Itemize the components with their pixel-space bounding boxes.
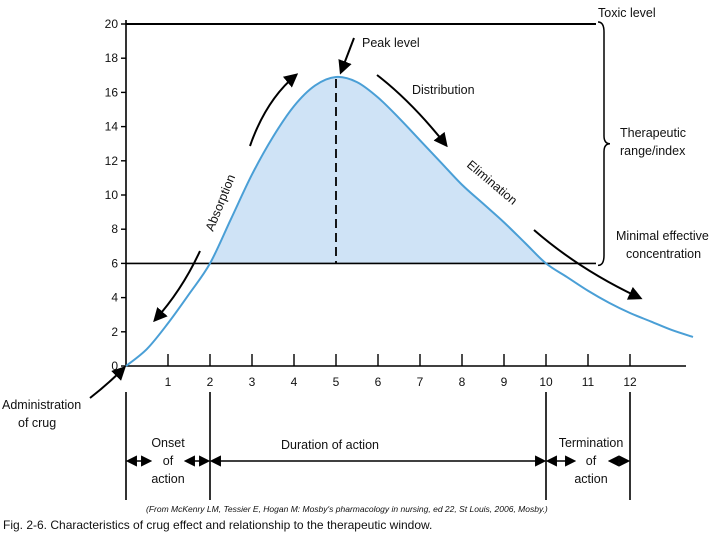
y-tick-label-10: 10 bbox=[105, 188, 119, 202]
onset-label-line2: of bbox=[163, 454, 174, 468]
y-tick-label-2: 2 bbox=[111, 325, 118, 339]
duration-label: Duration of action bbox=[281, 438, 379, 452]
y-tick-label-14: 14 bbox=[105, 120, 119, 134]
absorption-up-arrow bbox=[249, 73, 299, 147]
y-tick-label-12: 12 bbox=[105, 154, 119, 168]
therapeutic-range-label-line1: Therapeutic bbox=[620, 126, 686, 140]
figure-source: (From McKenry LM, Tessier E, Hogan M: Mo… bbox=[146, 504, 548, 514]
peak-level-label: Peak level bbox=[362, 36, 420, 50]
onset-label-line1: Onset bbox=[151, 436, 185, 450]
y-tick-label-8: 8 bbox=[111, 222, 118, 236]
distribution-arrow bbox=[376, 74, 448, 148]
therapeutic-range-label-line2: range/index bbox=[620, 144, 686, 158]
peak-level-arrow bbox=[338, 37, 355, 75]
x-tick-label-9: 9 bbox=[501, 375, 508, 389]
administration-label-line2: of crug bbox=[18, 416, 56, 430]
y-tick-label-18: 18 bbox=[105, 51, 119, 65]
y-tick-label-6: 6 bbox=[111, 256, 118, 270]
minimal-effective-label-line1: Minimal effective bbox=[616, 229, 709, 243]
elimination-arrow bbox=[533, 229, 643, 300]
minimal-effective-label-line2: concentration bbox=[626, 247, 701, 261]
y-tick-label-20: 20 bbox=[105, 17, 119, 31]
x-tick-label-12: 12 bbox=[623, 375, 637, 389]
y-tick-label-16: 16 bbox=[105, 85, 119, 99]
x-tick-label-6: 6 bbox=[375, 375, 382, 389]
x-tick-label-1: 1 bbox=[165, 375, 172, 389]
termination-label-line1: Termination bbox=[559, 436, 624, 450]
x-tick-label-5: 5 bbox=[333, 375, 340, 389]
termination-label-line3: action bbox=[574, 472, 607, 486]
x-tick-label-2: 2 bbox=[207, 375, 214, 389]
termination-label-line2: of bbox=[586, 454, 597, 468]
x-tick-label-11: 11 bbox=[582, 375, 595, 389]
x-tick-label-4: 4 bbox=[291, 375, 298, 389]
onset-label-line3: action bbox=[151, 472, 184, 486]
x-tick-label-10: 10 bbox=[539, 375, 553, 389]
therapeutic-area-fill bbox=[210, 76, 546, 264]
x-tick-label-7: 7 bbox=[417, 375, 424, 389]
absorption-down-arrow bbox=[153, 250, 201, 323]
x-tick-label-3: 3 bbox=[249, 375, 256, 389]
toxic-level-label: Toxic level bbox=[598, 6, 656, 20]
x-tick-label-8: 8 bbox=[459, 375, 466, 389]
administration-label-line1: Administration bbox=[2, 398, 81, 412]
y-tick-label-0: 0 bbox=[111, 359, 118, 373]
concentration-curve bbox=[125, 75, 694, 367]
administration-arrow bbox=[89, 366, 126, 399]
distribution-label: Distribution bbox=[412, 83, 475, 97]
figure-caption: Fig. 2-6. Characteristics of crug effect… bbox=[3, 518, 433, 532]
therapeutic-range-bracket bbox=[597, 21, 611, 267]
y-tick-label-4: 4 bbox=[111, 291, 118, 305]
